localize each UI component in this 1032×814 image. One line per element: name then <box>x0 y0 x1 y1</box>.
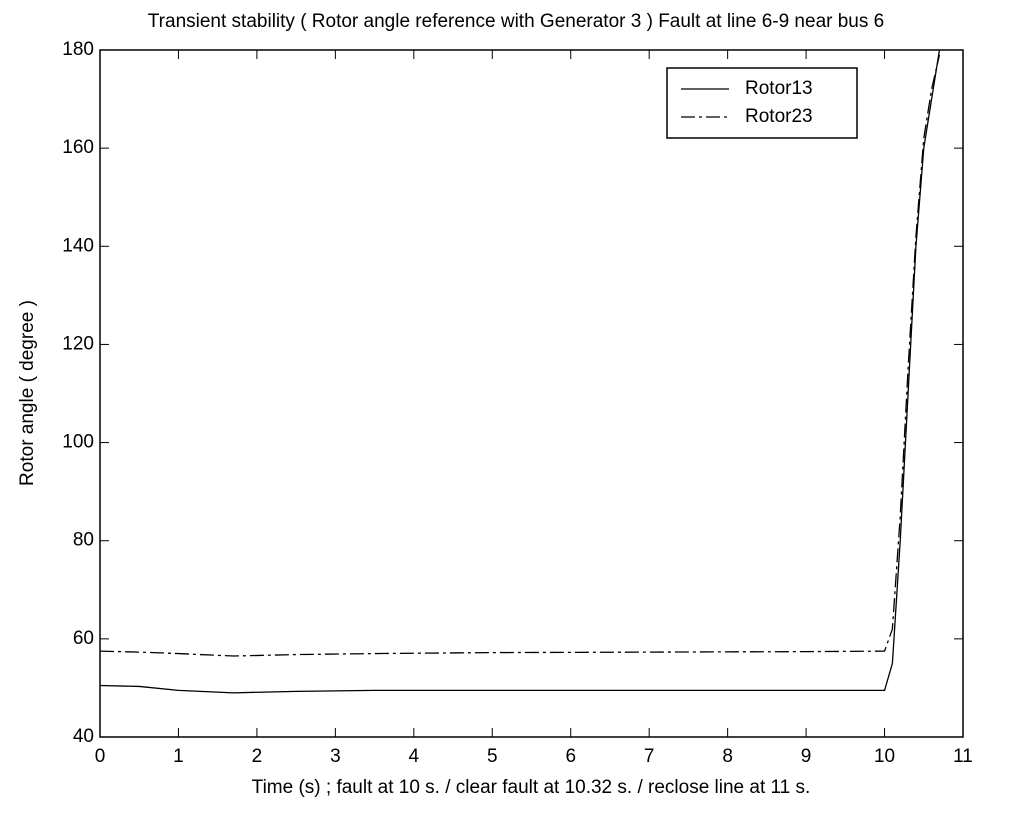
x-tick-label: 10 <box>874 746 895 767</box>
chart-title: Transient stability ( Rotor angle refere… <box>148 11 884 32</box>
x-tick-label: 3 <box>330 746 341 767</box>
legend-label: Rotor13 <box>745 78 813 99</box>
x-tick-label: 1 <box>173 746 184 767</box>
legend-label: Rotor23 <box>745 106 813 127</box>
x-axis-label: Time (s) ; fault at 10 s. / clear fault … <box>252 777 811 798</box>
x-tick-label: 11 <box>953 746 973 767</box>
series-line <box>99 49 941 694</box>
y-tick-label: 100 <box>62 432 94 453</box>
x-tick-label: 6 <box>565 746 576 767</box>
y-tick-label: 40 <box>73 726 94 747</box>
x-tick-label: 0 <box>95 746 106 767</box>
x-tick-label: 4 <box>409 746 420 767</box>
x-tick-label: 9 <box>801 746 812 767</box>
series-line <box>99 54 941 657</box>
plot-frame <box>99 49 964 738</box>
legend-box <box>666 67 858 139</box>
y-tick-label: 180 <box>62 39 94 60</box>
y-tick-label: 60 <box>73 628 94 649</box>
x-tick-label: 8 <box>722 746 733 767</box>
y-tick-label: 120 <box>62 333 94 354</box>
y-tick-label: 80 <box>73 530 94 551</box>
x-tick-label: 2 <box>252 746 263 767</box>
y-tick-label: 140 <box>62 235 94 256</box>
x-tick-label: 7 <box>644 746 655 767</box>
y-axis-label: Rotor angle ( degree ) <box>17 300 38 486</box>
x-tick-label: 5 <box>487 746 498 767</box>
y-tick-label: 160 <box>62 137 94 158</box>
